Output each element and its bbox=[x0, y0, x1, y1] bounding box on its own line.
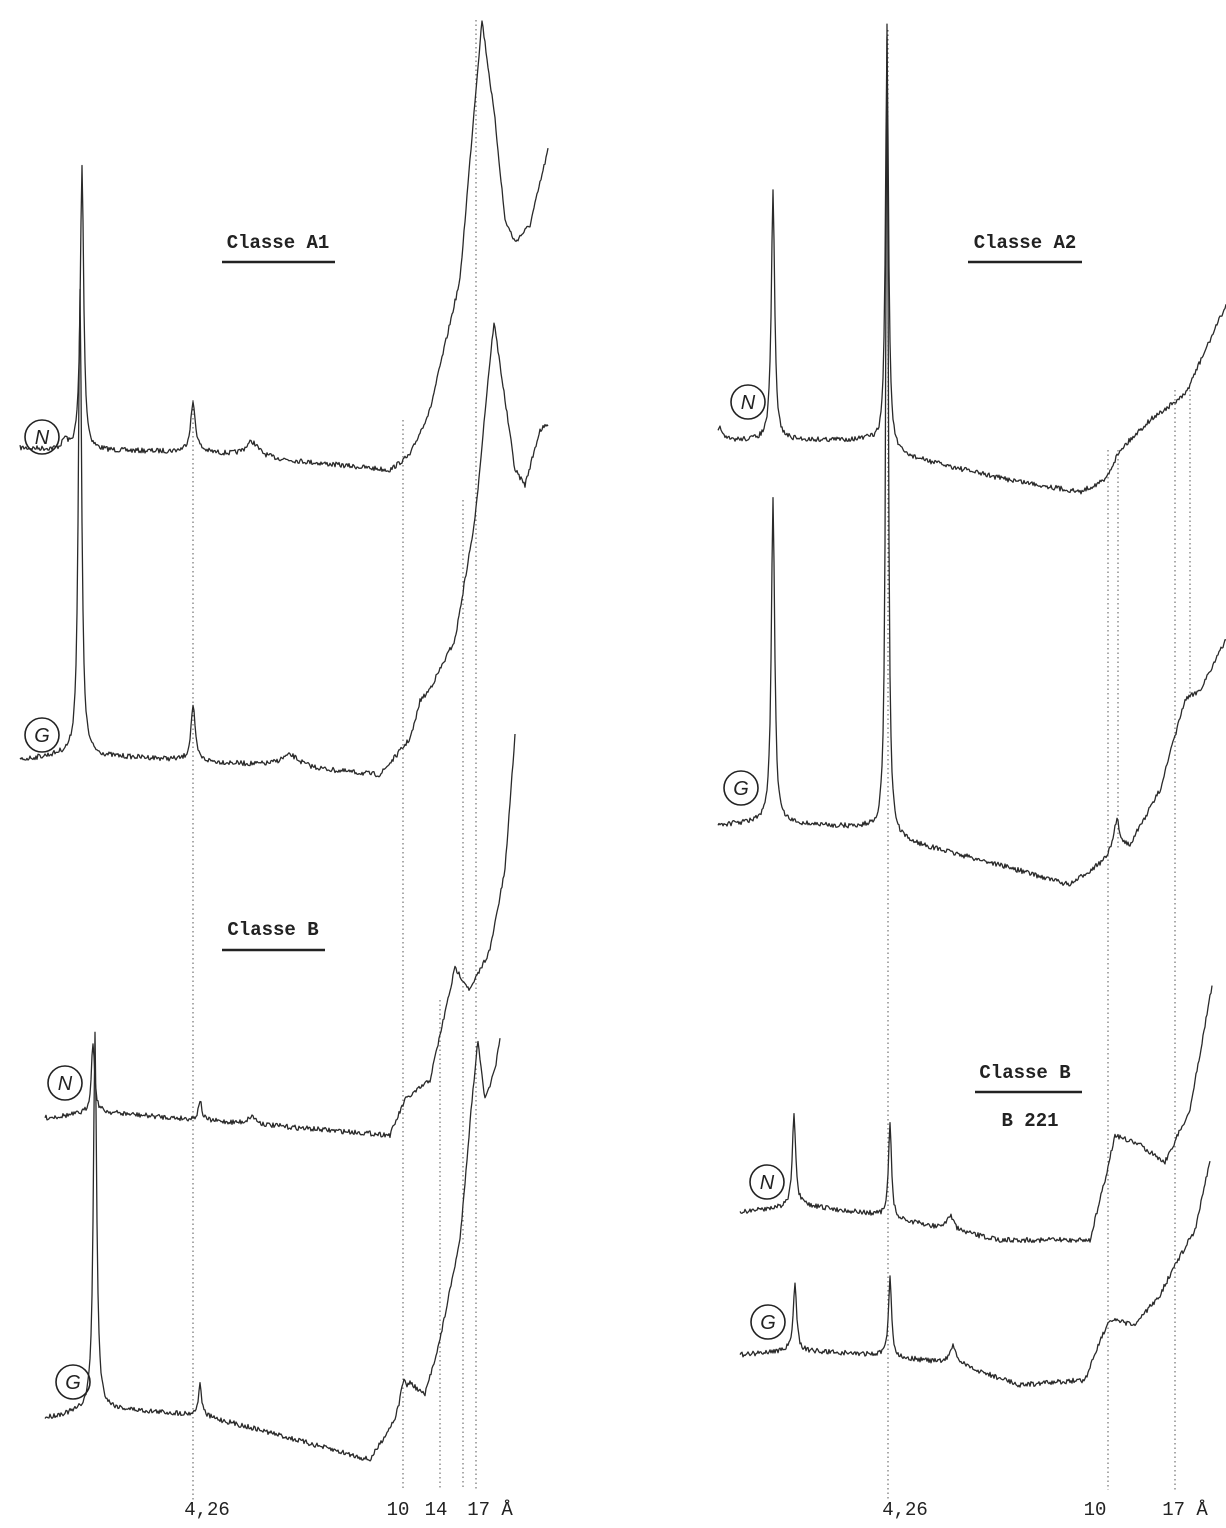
panel-subtitle: B 221 bbox=[1001, 1110, 1058, 1132]
trace bbox=[44, 1031, 501, 1462]
panel-title: Classe B bbox=[979, 1062, 1070, 1084]
trace bbox=[739, 985, 1213, 1244]
label-circle bbox=[750, 1304, 786, 1340]
label-circle bbox=[24, 717, 60, 753]
axis-label: 4,26 bbox=[184, 1499, 230, 1521]
panel-title: Classe A2 bbox=[974, 232, 1077, 254]
axis-label: 14 bbox=[425, 1499, 448, 1521]
panel-title: Classe B bbox=[227, 919, 318, 941]
trace bbox=[717, 23, 1226, 887]
label-circle bbox=[723, 770, 759, 806]
axis-label: 10 bbox=[1084, 1499, 1107, 1521]
axis-label: 10 bbox=[387, 1499, 410, 1521]
trace bbox=[19, 20, 549, 473]
trace bbox=[717, 36, 1226, 495]
trace-label: N bbox=[58, 1073, 73, 1095]
axis-label: 17 Å bbox=[1162, 1499, 1208, 1521]
label-circle bbox=[749, 1164, 785, 1200]
label-circle bbox=[47, 1065, 83, 1101]
trace bbox=[19, 288, 549, 778]
trace-label: G bbox=[760, 1312, 776, 1334]
axis-label: 4,26 bbox=[882, 1499, 928, 1521]
axis-label: 17 Å bbox=[467, 1499, 513, 1521]
trace bbox=[44, 733, 516, 1139]
label-circle bbox=[730, 384, 766, 420]
trace-label: N bbox=[35, 427, 50, 449]
trace bbox=[739, 1160, 1211, 1388]
trace-label: G bbox=[65, 1372, 81, 1394]
trace-label: G bbox=[733, 778, 749, 800]
trace-label: N bbox=[760, 1172, 775, 1194]
trace-label: G bbox=[34, 725, 50, 747]
trace-label: N bbox=[741, 392, 756, 414]
label-circle bbox=[55, 1364, 91, 1400]
panel-title: Classe A1 bbox=[227, 232, 330, 254]
label-circle bbox=[24, 419, 60, 455]
